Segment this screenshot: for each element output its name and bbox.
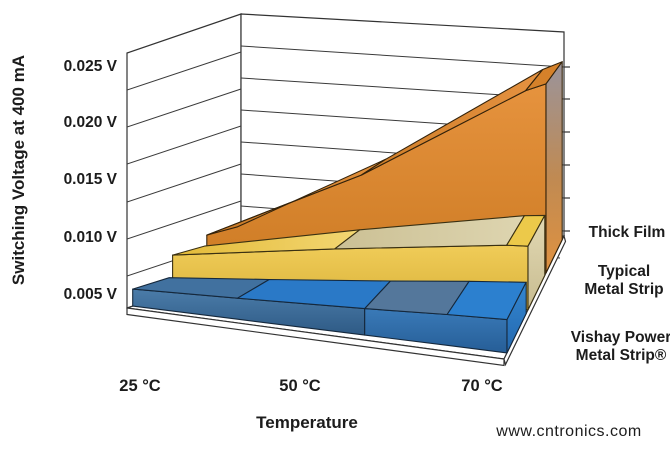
vishay-end-cap: [506, 281, 527, 354]
series-label-vishay-line1: Vishay Power: [571, 329, 670, 346]
x-axis-title: Temperature: [256, 413, 358, 432]
x-tick-25c: 25 °C: [119, 377, 161, 395]
x-tick-50c: 50 °C: [279, 377, 321, 395]
series-label-thick-film: Thick Film: [589, 224, 666, 241]
y-tick-0025: 0.025 V: [64, 58, 118, 75]
typical-end-cap: [527, 214, 546, 311]
y-axis-title: Switching Voltage at 400 mA: [9, 55, 28, 285]
y-axis: Switching Voltage at 400 mA 0.025 V 0.02…: [9, 55, 118, 303]
series-label-typical-line2: Metal Strip: [584, 281, 663, 298]
y-tick-0010: 0.010 V: [64, 229, 118, 246]
series-label-typical-line1: Typical: [598, 263, 650, 280]
thick-film-end-cap: [545, 61, 563, 274]
right-edge-ticks: [564, 66, 570, 232]
y-tick-0015: 0.015 V: [64, 171, 118, 188]
series-labels: Thick Film Typical Metal Strip Vishay Po…: [571, 224, 670, 364]
x-tick-70c: 70 °C: [461, 377, 503, 395]
x-axis: 25 °C 50 °C 70 °C Temperature: [119, 377, 503, 432]
y-tick-0020: 0.020 V: [64, 114, 118, 131]
series-label-vishay-line2: Metal Strip®: [576, 347, 667, 364]
y-tick-0005: 0.005 V: [64, 286, 118, 303]
vishay-metal-strip-ribbon: [132, 277, 527, 354]
floor-front-face: [126, 307, 505, 367]
watermark-text: www.cntronics.com: [495, 423, 641, 440]
